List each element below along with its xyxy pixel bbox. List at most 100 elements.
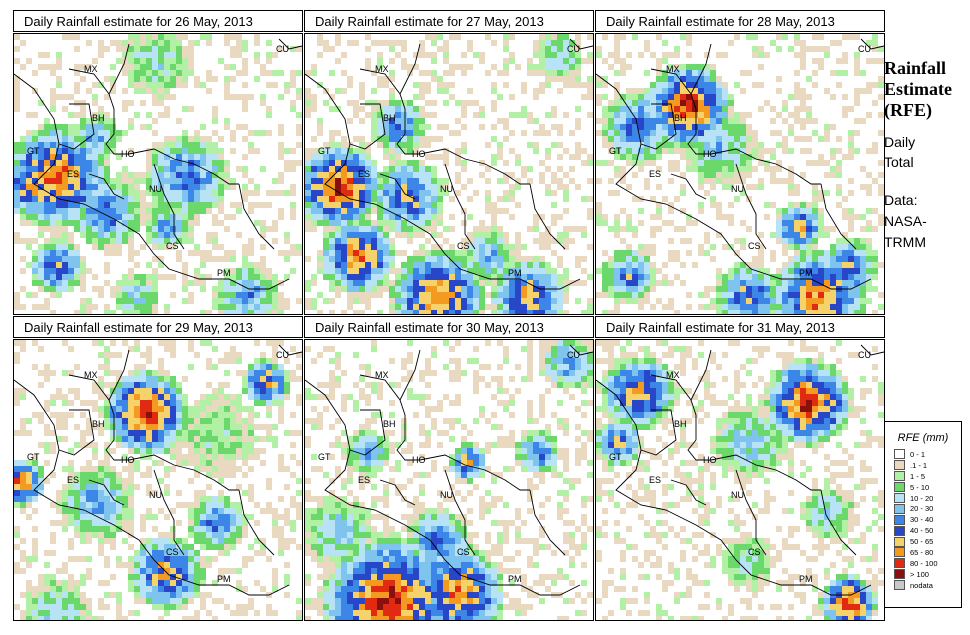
rain-cell	[242, 58, 248, 64]
rain-cell	[740, 172, 746, 178]
rain-cell	[347, 298, 353, 304]
rain-cell	[638, 304, 644, 310]
rain-cell	[74, 154, 80, 160]
rain-cell	[800, 298, 806, 304]
rain-cell	[722, 172, 728, 178]
rain-cell	[371, 178, 377, 184]
rain-cell	[812, 202, 818, 208]
rain-cell	[662, 58, 668, 64]
rain-cell	[806, 148, 812, 154]
rain-cell	[260, 268, 266, 274]
rain-cell	[62, 148, 68, 154]
rain-cell	[644, 94, 650, 100]
rain-cell	[551, 70, 557, 76]
rain-cell	[116, 370, 122, 376]
rain-cell	[188, 550, 194, 556]
rain-cell	[509, 244, 515, 250]
rain-cell	[236, 424, 242, 430]
rain-cell	[140, 544, 146, 550]
rain-cell	[158, 238, 164, 244]
rain-cell	[794, 268, 800, 274]
rain-cell	[266, 400, 272, 406]
rain-cell	[602, 160, 608, 166]
rain-cell	[419, 142, 425, 148]
rain-cell	[662, 130, 668, 136]
rain-cell	[20, 430, 26, 436]
rain-cell	[98, 424, 104, 430]
rain-cell	[134, 262, 140, 268]
rain-cell	[290, 190, 296, 196]
rain-cell	[782, 148, 788, 154]
rain-cell	[347, 280, 353, 286]
rain-cell	[431, 304, 437, 310]
rain-cell	[158, 436, 164, 442]
rain-cell	[206, 442, 212, 448]
rain-cell	[710, 112, 716, 118]
rain-cell	[158, 562, 164, 568]
rain-cell	[194, 178, 200, 184]
rain-cell	[443, 250, 449, 256]
rain-cell	[188, 136, 194, 142]
rain-cell	[284, 370, 290, 376]
rain-cell	[503, 292, 509, 298]
rain-cell	[752, 268, 758, 274]
rain-cell	[14, 352, 20, 358]
rain-cell	[284, 82, 290, 88]
country-label: CS	[457, 241, 470, 251]
rain-cell	[224, 526, 230, 532]
rain-cell	[212, 466, 218, 472]
rain-cell	[176, 118, 182, 124]
rain-cell	[254, 358, 260, 364]
rain-cell	[704, 154, 710, 160]
rain-cell	[710, 70, 716, 76]
rain-cell	[98, 208, 104, 214]
rain-cell	[341, 244, 347, 250]
rain-cell	[569, 52, 575, 58]
rain-cell	[455, 286, 461, 292]
rain-cell	[50, 394, 56, 400]
rain-cell	[68, 34, 74, 40]
rain-cell	[752, 298, 758, 304]
rain-cell	[626, 148, 632, 154]
rain-cell	[878, 58, 884, 64]
rain-cell	[341, 268, 347, 274]
rain-cell	[443, 52, 449, 58]
rain-cell	[650, 244, 656, 250]
rain-cell	[866, 238, 872, 244]
rain-cell	[266, 388, 272, 394]
rain-cell	[170, 34, 176, 40]
rain-cell	[854, 70, 860, 76]
rain-cell	[626, 298, 632, 304]
rain-cell	[728, 160, 734, 166]
rain-cell	[134, 436, 140, 442]
rain-cell	[206, 538, 212, 544]
rain-cell	[272, 346, 278, 352]
rain-cell	[290, 214, 296, 220]
rain-cell	[836, 250, 842, 256]
rain-cell	[317, 220, 323, 226]
rain-cell	[188, 364, 194, 370]
rain-cell	[170, 376, 176, 382]
rain-cell	[317, 154, 323, 160]
rain-cell	[401, 118, 407, 124]
rain-cell	[188, 292, 194, 298]
rain-cell	[152, 64, 158, 70]
rain-cell	[176, 58, 182, 64]
rain-cell	[359, 202, 365, 208]
rain-cell	[62, 154, 68, 160]
rain-cell	[521, 274, 527, 280]
rain-cell	[674, 274, 680, 280]
rain-cell	[497, 196, 503, 202]
rain-cell	[260, 244, 266, 250]
rain-cell	[236, 436, 242, 442]
rain-cell	[110, 220, 116, 226]
rain-cell	[545, 244, 551, 250]
rain-cell	[551, 310, 557, 314]
rain-cell	[443, 184, 449, 190]
rain-cell	[212, 394, 218, 400]
rain-cell	[377, 142, 383, 148]
rain-cell	[224, 496, 230, 502]
rain-cell	[794, 106, 800, 112]
rain-cell	[515, 262, 521, 268]
rain-cell	[74, 556, 80, 562]
